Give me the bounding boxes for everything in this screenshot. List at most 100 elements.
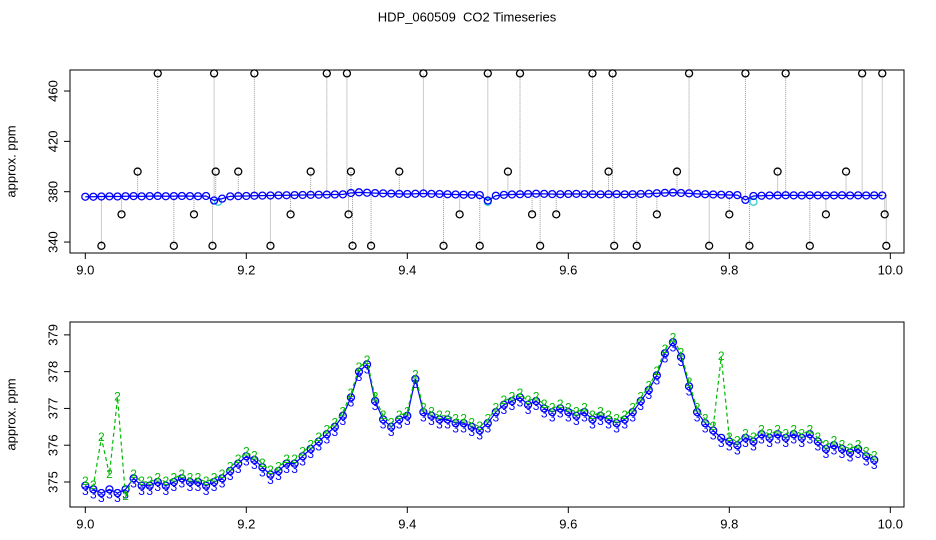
data-point: [552, 210, 561, 219]
point-marker: 2: [179, 467, 186, 481]
x-tick-label: 10.0: [878, 262, 903, 277]
point-marker: 3: [790, 432, 797, 446]
data-point: [234, 167, 243, 176]
data-point: [250, 69, 259, 78]
data-point: [161, 192, 170, 201]
point-marker: 2: [476, 419, 483, 433]
point-marker: 3: [782, 436, 789, 450]
data-point: [483, 69, 492, 78]
data-point: [725, 190, 734, 200]
data-point: [306, 190, 315, 200]
data-point: [837, 191, 847, 200]
data-point: [411, 189, 420, 198]
point-marker: 2: [332, 415, 339, 429]
point-marker: 3: [831, 443, 838, 457]
data-point: [443, 415, 452, 424]
point-marker: 2: [782, 426, 789, 440]
data-point: [97, 488, 106, 498]
y-axis-label: approx. ppm: [3, 378, 18, 450]
point-marker: 3: [388, 425, 395, 439]
point-marker: 2: [766, 426, 773, 440]
x-tick-label: 9.2: [237, 516, 255, 531]
point-marker: 3: [750, 440, 757, 454]
point-marker: 3: [549, 410, 556, 424]
point-marker: 3: [670, 340, 677, 354]
data-point: [862, 191, 871, 200]
data-point: [387, 189, 396, 198]
data-point: [709, 190, 718, 199]
point-marker: 2: [597, 404, 604, 418]
point-marker: 3: [766, 436, 773, 450]
point-marker: 3: [332, 425, 339, 439]
data-point: [97, 192, 106, 201]
data-point: [749, 437, 758, 446]
point-marker: 3: [340, 414, 347, 428]
point-marker: 2: [742, 426, 749, 440]
data-point: [805, 241, 814, 250]
point-marker: 2: [654, 364, 661, 378]
data-point: [821, 210, 831, 219]
data-point: [338, 190, 348, 199]
data-point: [692, 189, 702, 198]
point-marker: 2: [187, 470, 194, 484]
point-marker: 2: [710, 419, 717, 433]
data-point: [81, 192, 90, 201]
point-marker: 2: [219, 467, 226, 481]
point-marker: 2: [790, 423, 797, 437]
data-point: [604, 167, 613, 176]
data-point: [342, 69, 352, 78]
point-marker: 2: [420, 401, 427, 415]
point-marker: 3: [259, 465, 266, 479]
point-marker: 2: [171, 470, 178, 484]
point-marker: 2: [90, 478, 97, 492]
point-marker: 3: [621, 418, 628, 432]
point-marker: 2: [211, 470, 218, 484]
point-marker: 3: [243, 454, 250, 468]
data-point: [419, 69, 428, 78]
data-point: [845, 448, 855, 457]
data-point: [330, 190, 340, 199]
y-tick-label: 380: [45, 181, 60, 203]
point-marker: 3: [396, 418, 403, 432]
data-point: [733, 190, 742, 200]
data-point: [105, 192, 114, 201]
point-marker: 3: [871, 458, 878, 472]
data-point: [306, 167, 315, 176]
point-marker: 3: [863, 454, 870, 468]
point-marker: 3: [541, 407, 548, 421]
point-marker: 3: [613, 421, 620, 435]
point-marker: 3: [211, 480, 218, 494]
point-marker: 3: [154, 480, 161, 494]
point-marker: 3: [138, 484, 145, 498]
point-marker: 3: [525, 403, 532, 417]
point-marker: 3: [106, 488, 113, 502]
data-point: [531, 189, 541, 198]
y-tick-label: 420: [45, 131, 60, 153]
x-tick-label: 9.4: [398, 516, 416, 531]
point-marker: 3: [380, 418, 387, 432]
point-marker: 2: [871, 448, 878, 462]
data-point: [668, 338, 678, 347]
data-point: [443, 190, 452, 199]
data-point: [286, 210, 295, 219]
point-marker: 2: [493, 401, 500, 415]
y-axis-label: approx. ppm: [3, 125, 18, 197]
point-marker: 2: [138, 474, 145, 488]
point-marker: 3: [678, 355, 685, 369]
data-point: [765, 191, 774, 200]
x-tick-label: 9.0: [76, 516, 94, 531]
data-point: [515, 69, 525, 78]
point-marker: 2: [573, 404, 580, 418]
data-point: [475, 190, 484, 200]
x-tick-label: 9.2: [237, 262, 255, 277]
y-tick-label: 340: [45, 231, 60, 253]
data-point: [636, 189, 645, 199]
point-marker: 3: [726, 440, 733, 454]
data-point: [322, 69, 331, 78]
y-tick-label: 376: [45, 434, 60, 456]
point-marker: 3: [291, 462, 298, 476]
data-point: [113, 192, 122, 201]
data-point: [201, 191, 211, 201]
point-marker: 3: [565, 410, 572, 424]
data-point: [290, 190, 299, 200]
